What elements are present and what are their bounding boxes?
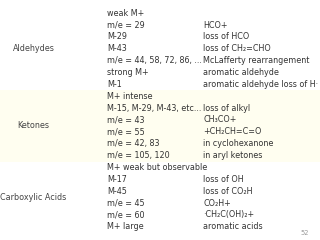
Text: CH₃CO+: CH₃CO+ (203, 115, 236, 125)
FancyBboxPatch shape (0, 7, 320, 90)
Text: loss of CO₂H: loss of CO₂H (203, 187, 253, 196)
Text: aromatic aldehyde: aromatic aldehyde (203, 68, 279, 77)
Text: m/e = 43: m/e = 43 (107, 115, 145, 125)
Text: McLafferty rearrangement: McLafferty rearrangement (203, 56, 309, 65)
Text: m/e = 55: m/e = 55 (107, 127, 145, 136)
Text: Carboxylic Acids: Carboxylic Acids (0, 193, 67, 202)
Text: M+ weak but observable: M+ weak but observable (107, 163, 207, 172)
Text: weak M+: weak M+ (107, 9, 144, 18)
Text: strong M+: strong M+ (107, 68, 149, 77)
Text: Aldehydes: Aldehydes (13, 44, 54, 53)
Text: loss of OH: loss of OH (203, 175, 244, 184)
Text: M-17: M-17 (107, 175, 127, 184)
Text: 52: 52 (300, 230, 309, 236)
Text: +CH₂CH=C=O: +CH₂CH=C=O (203, 127, 261, 136)
Text: Ketones: Ketones (18, 121, 50, 130)
Text: M-1: M-1 (107, 80, 122, 89)
Text: m/e = 44, 58, 72, 86, ...: m/e = 44, 58, 72, 86, ... (107, 56, 202, 65)
Text: m/e = 29: m/e = 29 (107, 20, 145, 30)
Text: M+ large: M+ large (107, 222, 144, 231)
Text: in aryl ketones: in aryl ketones (203, 151, 263, 160)
Text: aromatic acids: aromatic acids (203, 222, 263, 231)
Text: m/e = 42, 83: m/e = 42, 83 (107, 139, 160, 148)
Text: loss of alkyl: loss of alkyl (203, 104, 250, 113)
Text: loss of HCO: loss of HCO (203, 32, 250, 41)
Text: CO₂H+: CO₂H+ (203, 199, 231, 208)
Text: in cyclohexanone: in cyclohexanone (203, 139, 274, 148)
Text: M-15, M-29, M-43, etc...: M-15, M-29, M-43, etc... (107, 104, 202, 113)
Text: M-45: M-45 (107, 187, 127, 196)
Text: m/e = 105, 120: m/e = 105, 120 (107, 151, 170, 160)
Text: M-43: M-43 (107, 44, 127, 53)
Text: aromatic aldehyde loss of H·: aromatic aldehyde loss of H· (203, 80, 318, 89)
Text: ·CH₂C(OH)₂+: ·CH₂C(OH)₂+ (203, 210, 254, 220)
Text: M+ intense: M+ intense (107, 92, 153, 101)
Text: M-29: M-29 (107, 32, 127, 41)
Text: m/e = 45: m/e = 45 (107, 199, 145, 208)
FancyBboxPatch shape (0, 90, 320, 162)
Text: m/e = 60: m/e = 60 (107, 210, 145, 220)
FancyBboxPatch shape (0, 162, 320, 233)
Text: loss of CH₂=CHO: loss of CH₂=CHO (203, 44, 271, 53)
Text: HCO+: HCO+ (203, 20, 228, 30)
